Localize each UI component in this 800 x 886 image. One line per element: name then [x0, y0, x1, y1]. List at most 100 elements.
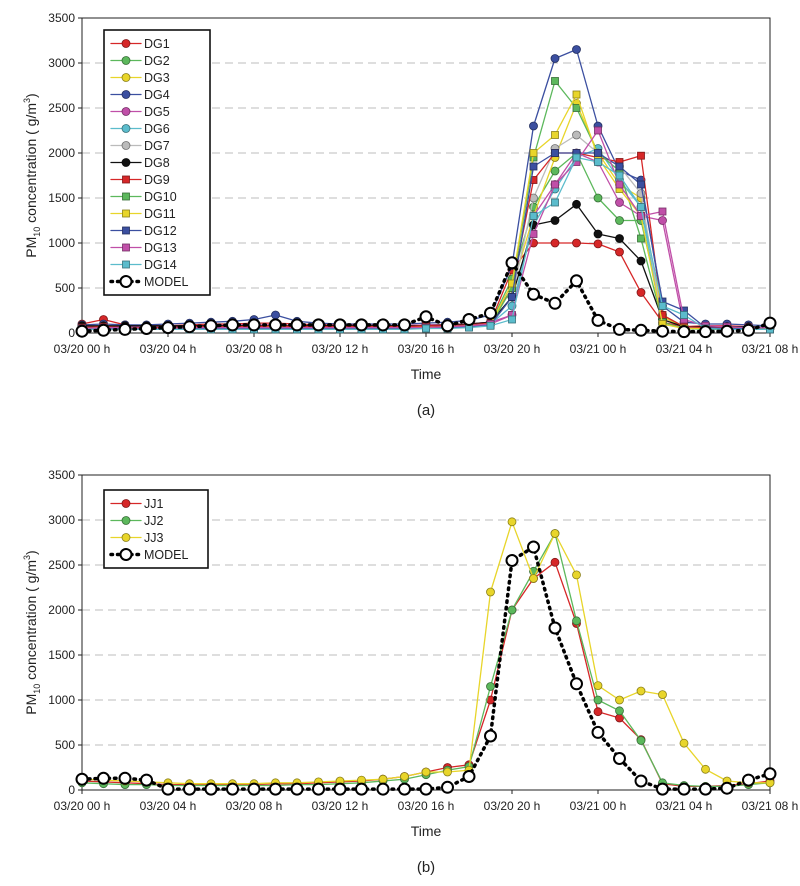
data-point	[247, 318, 261, 332]
data-point	[508, 315, 516, 324]
data-point	[551, 131, 559, 139]
data-point	[677, 782, 691, 796]
data-point	[118, 771, 132, 785]
data-point	[527, 540, 540, 554]
x-tick-label: 03/20 12 h	[312, 799, 369, 813]
data-point	[550, 166, 560, 176]
y-tick-label: 1500	[48, 648, 75, 662]
data-point	[615, 198, 624, 207]
data-point	[462, 313, 476, 326]
y-tick-label: 500	[55, 738, 75, 752]
data-point	[507, 517, 517, 527]
data-point	[484, 306, 497, 320]
data-point	[615, 695, 624, 705]
x-tick-label: 03/21 04 h	[656, 799, 713, 813]
data-point	[486, 587, 495, 597]
data-point	[593, 681, 603, 691]
data-point	[720, 324, 734, 338]
data-point	[398, 782, 411, 796]
y-tick-label: 1500	[48, 191, 75, 205]
data-point	[400, 772, 409, 781]
data-point	[550, 557, 560, 567]
data-point	[550, 216, 560, 225]
x-tick-label: 03/20 04 h	[140, 342, 197, 356]
data-point	[637, 151, 645, 160]
data-point	[572, 238, 581, 248]
series-line	[80, 545, 772, 791]
data-point	[591, 725, 605, 739]
data-point	[593, 239, 603, 249]
data-point	[333, 782, 347, 796]
legend-label: DG11	[144, 207, 176, 221]
legend-swatch-marker	[121, 56, 131, 65]
series-line	[81, 532, 771, 788]
data-point	[615, 162, 624, 171]
data-point	[742, 323, 755, 337]
data-point	[594, 149, 602, 157]
legend-swatch-marker	[121, 73, 131, 82]
legend-swatch-marker	[121, 124, 131, 133]
y-tick-label: 2000	[48, 146, 75, 160]
data-point	[140, 773, 153, 787]
legend-label: DG7	[144, 139, 170, 153]
data-point	[550, 54, 560, 63]
legend-swatch-marker	[122, 175, 130, 184]
data-point	[572, 130, 581, 140]
data-point	[572, 104, 581, 112]
data-point	[658, 207, 667, 216]
data-point	[183, 782, 196, 796]
legend-label: DG8	[144, 156, 170, 170]
data-point	[529, 149, 538, 157]
data-point	[97, 771, 110, 785]
legend-swatch-marker	[122, 192, 130, 201]
x-tick-label: 03/21 04 h	[656, 342, 713, 356]
data-point	[118, 322, 132, 336]
data-point	[656, 324, 669, 338]
legend-swatch-marker	[122, 260, 130, 269]
data-point	[677, 325, 691, 339]
series-line	[81, 561, 771, 788]
x-tick-label: 03/20 08 h	[226, 799, 283, 813]
data-point	[312, 318, 325, 332]
legend-swatch-marker	[122, 243, 130, 252]
data-point	[720, 781, 734, 795]
legend-swatch-marker	[121, 499, 131, 508]
y-tick-label: 500	[55, 281, 75, 295]
data-point	[419, 782, 433, 796]
data-point	[634, 774, 648, 788]
x-tick-label: 03/20 16 h	[398, 799, 455, 813]
data-point	[443, 767, 452, 777]
data-point	[422, 324, 430, 333]
x-tick-label: 03/21 00 h	[570, 342, 627, 356]
data-point	[204, 782, 218, 796]
data-point	[636, 686, 646, 696]
legend-label: JJ3	[144, 531, 164, 545]
legend-label: DG1	[144, 37, 170, 51]
data-point	[699, 325, 712, 339]
data-point	[271, 310, 280, 320]
x-tick-label: 03/21 08 h	[742, 342, 799, 356]
data-point	[634, 323, 648, 337]
legend: DG1 DG2 DG3 DG4 DG5 DG6 DG7 DG8 DG9 DG10 DG11 DG12 D…	[103, 29, 211, 296]
legend-label: DG3	[144, 71, 170, 85]
data-point	[486, 321, 495, 330]
data-point	[140, 322, 153, 335]
data-point	[97, 323, 110, 337]
data-point	[529, 162, 538, 171]
legend-swatch-marker	[121, 90, 131, 99]
data-point	[226, 318, 239, 332]
data-point	[507, 605, 517, 615]
legend-label: DG5	[144, 105, 170, 119]
data-point	[593, 707, 603, 717]
legend-swatch-marker	[119, 275, 133, 288]
data-point	[505, 554, 519, 567]
data-point	[637, 234, 645, 243]
data-point	[591, 313, 605, 327]
data-point	[763, 316, 777, 330]
y-tick-label: 2500	[48, 558, 75, 572]
x-tick-label: 03/20 00 h	[54, 342, 111, 356]
data-point	[486, 682, 495, 691]
series-jj1	[77, 557, 775, 791]
legend-label: JJ2	[144, 514, 164, 528]
x-tick-label: 03/20 08 h	[226, 342, 283, 356]
